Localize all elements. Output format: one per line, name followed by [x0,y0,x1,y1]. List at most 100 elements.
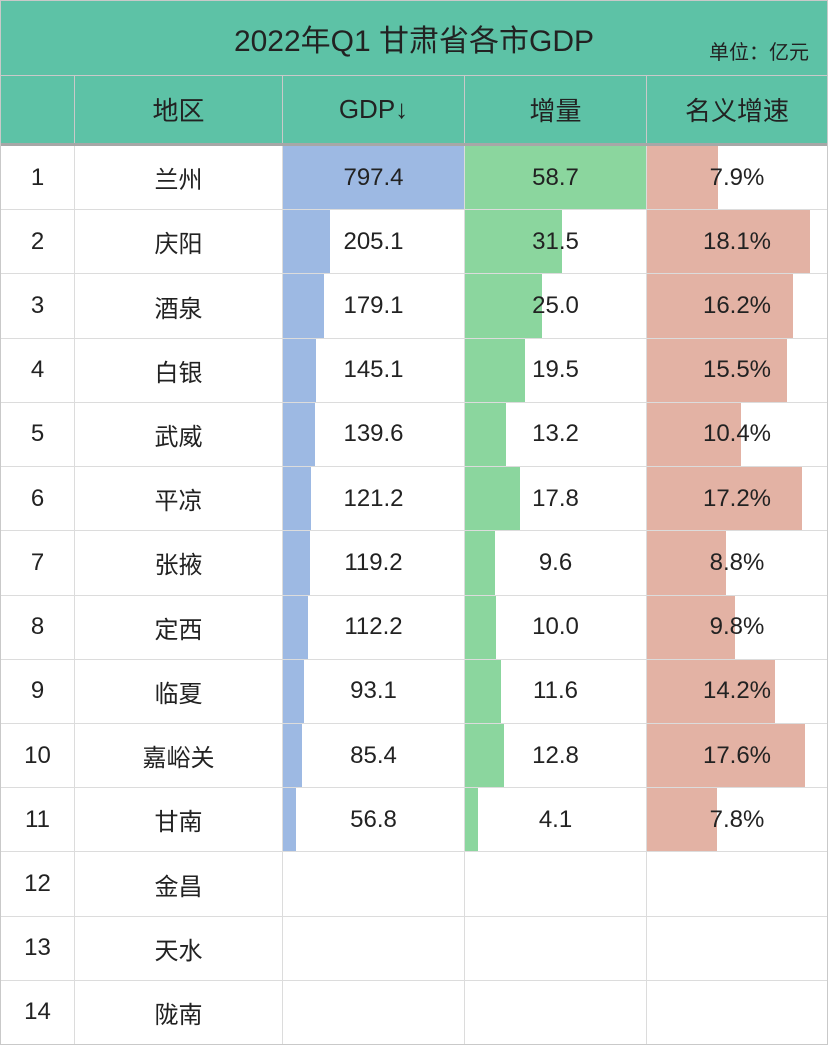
cell-growth [647,852,827,915]
cell-growth-bar [647,146,718,209]
table-row: 5武威139.613.210.4% [1,403,827,467]
cell-delta-label: 13.2 [532,420,579,448]
cell-delta-bar [465,339,525,402]
cell-gdp [283,917,465,980]
table-row: 2庆阳205.131.518.1% [1,210,827,274]
cell-growth: 17.2% [647,467,827,530]
table-row: 10嘉峪关85.4 12.8 17.6% [1,724,827,788]
cell-growth [647,981,827,1044]
cell-delta-label: 25.0 [532,292,579,320]
table-row: 11甘南56.84.17.8% [1,788,827,852]
cell-delta-bar [465,724,504,787]
cell-growth: 14.2% [647,660,827,723]
cell-gdp-label: 112.2 [344,613,402,641]
cell-rank: 8 [1,596,75,659]
cell-growth: 16.2% [647,274,827,337]
cell-gdp: 85.4 [283,724,465,787]
cell-delta: 58.7 [465,146,647,209]
cell-rank: 9 [1,660,75,723]
cell-rank: 14 [1,981,75,1044]
cell-gdp-bar [283,531,310,594]
cell-delta-label: 4.1 [539,806,572,834]
cell-gdp-bar [283,339,316,402]
cell-gdp: 205.1 [283,210,465,273]
table-row: 8定西 112.2 10.0 9.8% [1,596,827,660]
cell-gdp-label: 119.2 [344,549,402,577]
cell-growth-label: 17.6% [703,742,771,770]
cell-gdp-label: 93.1 [350,677,397,705]
cell-growth-label: 17.2% [703,485,771,513]
cell-region: 嘉峪关 [75,724,283,787]
cell-delta-label: 10.0 [532,613,579,641]
cell-region: 平凉 [75,467,283,530]
cell-growth: 7.9% [647,146,827,209]
cell-rank: 13 [1,917,75,980]
cell-delta-label: 17.8 [532,485,579,513]
header-delta: 增量 [465,76,647,143]
cell-region: 陇南 [75,981,283,1044]
cell-delta [465,981,647,1044]
table-row: 9临夏93.111.614.2% [1,660,827,724]
cell-growth-label: 9.8% [710,613,765,641]
cell-gdp-label: 797.4 [343,164,403,192]
header-gdp: GDP↓ [283,76,465,143]
cell-gdp: 145.1 [283,339,465,402]
header-growth: 名义增速 [647,76,827,143]
cell-growth-label: 18.1% [703,228,771,256]
cell-delta-bar [465,660,501,723]
cell-delta: 31.5 [465,210,647,273]
cell-delta: 11.6 [465,660,647,723]
cell-delta: 10.0 [465,596,647,659]
cell-delta-label: 12.8 [532,742,579,770]
cell-growth: 10.4% [647,403,827,466]
cell-growth-label: 8.8% [710,549,765,577]
cell-rank: 10 [1,724,75,787]
unit-label: 单位：亿元 [709,36,809,65]
cell-delta: 17.8 [465,467,647,530]
cell-growth-label: 10.4% [703,420,771,448]
cell-rank: 2 [1,210,75,273]
cell-gdp: 112.2 [283,596,465,659]
cell-gdp [283,852,465,915]
cell-gdp-label: 145.1 [343,356,403,384]
cell-gdp: 119.2 [283,531,465,594]
cell-delta-bar [465,467,520,530]
cell-delta: 4.1 [465,788,647,851]
cell-gdp-bar [283,274,324,337]
table-header-row: 地区 GDP↓ 增量 名义增速 [1,76,827,146]
cell-gdp: 93.1 [283,660,465,723]
cell-delta-label: 58.7 [532,164,579,192]
cell-delta: 19.5 [465,339,647,402]
cell-growth-label: 15.5% [703,356,771,384]
cell-gdp-bar [283,210,330,273]
cell-gdp-label: 179.1 [343,292,403,320]
cell-gdp-bar [283,660,304,723]
cell-region: 兰州 [75,146,283,209]
cell-gdp: 56.8 [283,788,465,851]
cell-rank: 7 [1,531,75,594]
cell-delta-bar [465,788,478,851]
cell-gdp-label: 205.1 [343,228,403,256]
cell-delta [465,917,647,980]
cell-delta-label: 31.5 [532,228,579,256]
cell-delta: 13.2 [465,403,647,466]
cell-region: 酒泉 [75,274,283,337]
cell-gdp-bar [283,724,302,787]
cell-region: 武威 [75,403,283,466]
cell-growth: 18.1% [647,210,827,273]
cell-growth-label: 14.2% [703,677,771,705]
table-row: 4白银145.119.515.5% [1,339,827,403]
cell-delta-label: 19.5 [532,356,579,384]
cell-region: 金昌 [75,852,283,915]
chart-title: 2022年Q1 甘肃省各市GDP [234,16,594,60]
cell-gdp-label: 56.8 [350,806,397,834]
cell-gdp: 797.4 [283,146,465,209]
cell-delta: 12.8 [465,724,647,787]
cell-region: 定西 [75,596,283,659]
cell-rank: 5 [1,403,75,466]
cell-gdp-bar [283,596,308,659]
table-body: 1兰州797.458.77.9%2庆阳205.131.518.1%3酒泉179.… [1,146,827,1044]
cell-delta-bar [465,596,496,659]
header-rank [1,76,75,143]
cell-gdp-bar [283,403,315,466]
